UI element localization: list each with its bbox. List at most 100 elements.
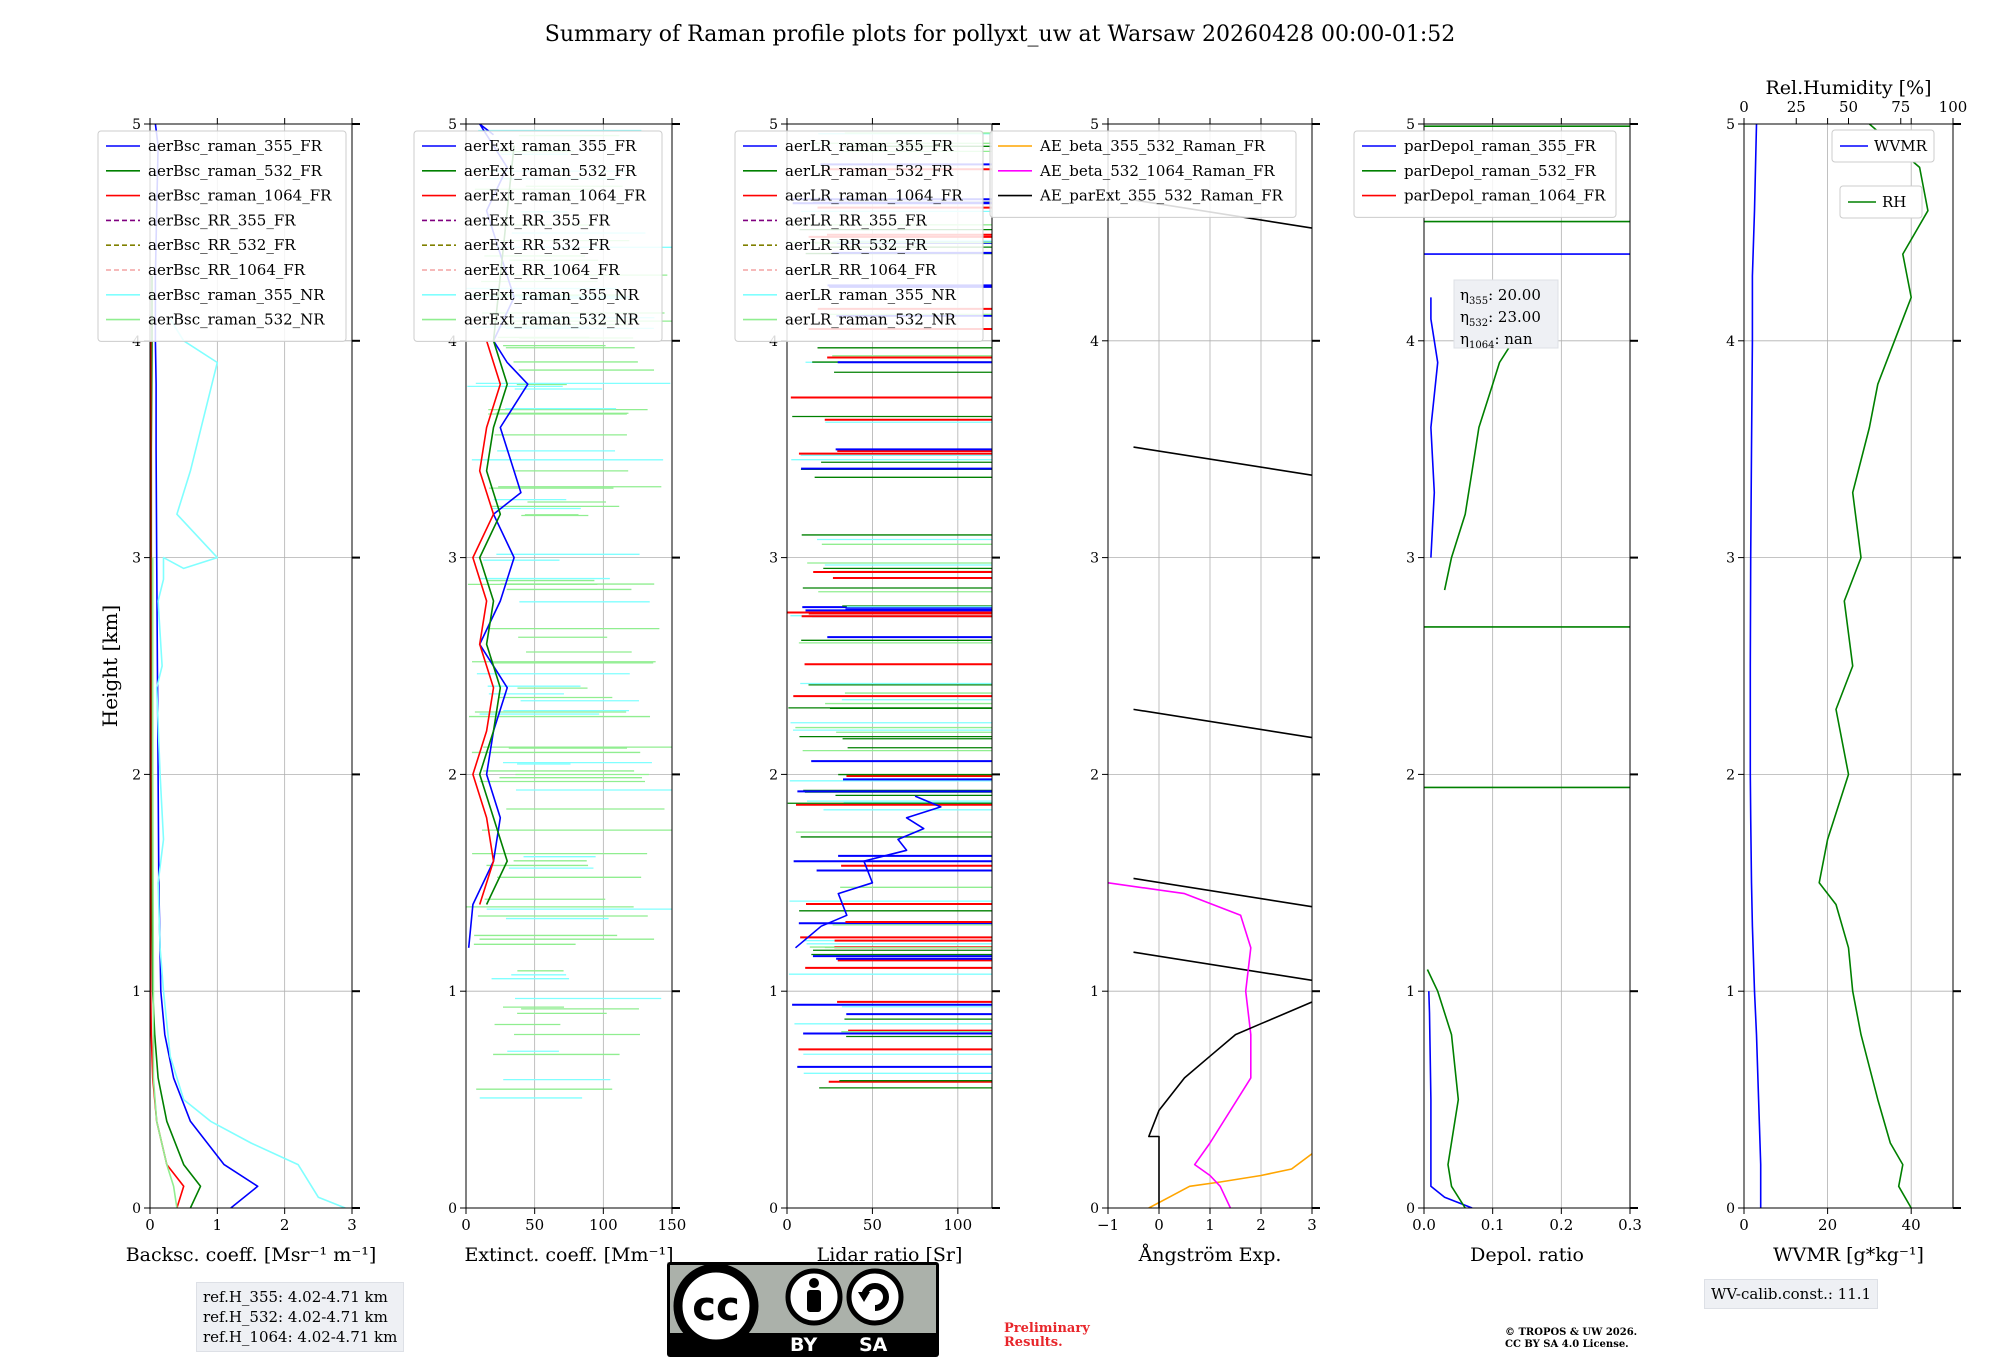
legend-label: aerBsc_RR_1064_FR [148, 261, 306, 279]
subplot-5: 0 1 2 3 4 5 0.0 0.1 0.2 0.3 Depol. ratio parDepol_r… [1353, 117, 1642, 1266]
y-tick-label: 2 [1726, 767, 1735, 783]
legend-label: aerBsc_RR_532_FR [148, 236, 296, 254]
legend-label: aerBsc_raman_355_NR [148, 286, 325, 304]
y-tick-label: 1 [769, 984, 778, 1000]
x-tick-label: 150 [658, 1216, 687, 1234]
top-x-tick-label: 25 [1787, 98, 1806, 116]
legend-2: aerExt_raman_355_FR aerExt_raman_532_FRae… [413, 130, 663, 342]
axes-frame [149, 123, 353, 1209]
plot-area-2 [466, 124, 672, 1208]
legend-label: aerLR_raman_355_NR [785, 286, 956, 304]
legend-1: aerBsc_raman_355_FR aerBsc_raman_532_FRae… [97, 130, 347, 342]
y-tick-label: 1 [1090, 984, 1099, 1000]
x-tick-label: 3 [347, 1216, 357, 1234]
legend-label: aerExt_RR_1064_FR [464, 261, 620, 279]
legend-label: aerLR_raman_355_FR [785, 137, 954, 155]
x-tick-label: 100 [944, 1216, 973, 1234]
series-parDepol_raman_532_FR [1443, 318, 1515, 591]
x-tick-label: 0 [1739, 1216, 1749, 1234]
axes-frame [465, 123, 673, 1209]
y-tick-label: 1 [1406, 984, 1415, 1000]
series-AE_beta_355_532_Raman_FR [1148, 1153, 1312, 1208]
legend-label: aerBsc_raman_1064_FR [148, 187, 332, 205]
axes-frame [1743, 123, 1954, 1209]
y-tick-label: 5 [448, 117, 457, 133]
legend-label: aerLR_RR_355_FR [785, 211, 927, 229]
series-aerExt_raman_532_FR [478, 145, 515, 905]
y-tick-label: 3 [1726, 551, 1735, 567]
legend-label: aerLR_raman_532_NR [785, 311, 956, 329]
figure-title: Summary of Raman profile plots for polly… [544, 22, 1456, 47]
y-tick-label: 3 [1090, 551, 1099, 567]
legend-label: aerExt_raman_532_NR [464, 311, 640, 329]
x-tick-label: 50 [525, 1216, 544, 1234]
y-tick-label: 1 [132, 984, 141, 1000]
series-aerLR_raman_355_FR [794, 795, 942, 949]
ae-segment [1133, 951, 1312, 982]
legend-label: aerExt_RR_532_FR [464, 236, 611, 254]
ae-segment [1133, 708, 1312, 739]
plot-area-6 [1744, 124, 1953, 1208]
y-tick-label: 0 [1090, 1201, 1099, 1217]
legend-frame [989, 130, 1297, 218]
top-x-axis-label: Rel.Humidity [%] [1765, 77, 1931, 99]
legend-frame [1831, 129, 1935, 163]
legend-label: aerLR_raman_1064_FR [785, 187, 963, 205]
x-axis-label: Depol. ratio [1470, 1244, 1584, 1266]
cc-badge-labels: BY SA [667, 1333, 939, 1357]
legend-label: aerLR_RR_1064_FR [785, 261, 937, 279]
top-x-tick-label: 75 [1891, 98, 1910, 116]
y-tick-label: 5 [1726, 117, 1735, 133]
cc-icon-text: cc [692, 1284, 739, 1330]
legend-frame [1839, 185, 1923, 219]
legend-frame [413, 130, 663, 342]
y-tick-label: 2 [132, 767, 141, 783]
x-axis-label: Ångström Exp. [1138, 1244, 1282, 1266]
legend-rh: RH [1839, 185, 1923, 219]
legend-label: WVMR [1874, 137, 1928, 155]
subplot-2: 012345050100150Extinct. coeff. [Mm⁻¹]aer… [413, 117, 687, 1266]
y-tick-label: 1 [1726, 984, 1735, 1000]
legend-label: aerBsc_raman_355_FR [148, 137, 323, 155]
sa-label: SA [859, 1334, 888, 1356]
y-tick-label: 0 [1406, 1201, 1415, 1217]
series-AE_beta_532_1064_Raman_FR [1108, 882, 1252, 1208]
legend-label: RH [1882, 193, 1906, 211]
preliminary-note: Preliminary Results. [1004, 1321, 1090, 1350]
legend-3: aerLR_raman_355_FR aerLR_raman_532_FR aerL… [734, 130, 984, 342]
y-tick-label: 0 [1726, 1201, 1735, 1217]
y-tick-label: 5 [132, 117, 141, 133]
series-parDepol_raman_355_FR [1430, 297, 1439, 558]
x-tick-label: 0.3 [1618, 1216, 1642, 1234]
top-x-tick-label: 100 [1939, 98, 1968, 116]
series-WVMR [1749, 124, 1762, 1208]
y-tick-label: 0 [448, 1201, 457, 1217]
y-axis-label: Height [km] [98, 605, 122, 727]
x-tick-label: 100 [589, 1216, 618, 1234]
legend-label: aerLR_raman_532_FR [785, 162, 954, 180]
x-tick-label: 2 [280, 1216, 290, 1234]
x-tick-label: 1 [1205, 1216, 1215, 1234]
y-tick-label: 4 [1406, 334, 1415, 350]
legend-frame [1353, 130, 1617, 218]
legend-label: aerExt_raman_532_FR [464, 162, 637, 180]
x-axis-label: Lidar ratio [Sr] [817, 1244, 963, 1266]
ref-height-1064: ref.H_1064: 4.02-4.71 km [203, 1328, 398, 1346]
y-tick-label: 2 [769, 767, 778, 783]
legend-label: aerExt_raman_355_NR [464, 286, 640, 304]
ref-height-355: ref.H_355: 4.02-4.71 km [203, 1288, 388, 1306]
x-tick-label: 1 [213, 1216, 223, 1234]
y-tick-label: 0 [132, 1201, 141, 1217]
legend-label: AE_beta_355_532_Raman_FR [1039, 137, 1266, 155]
ref-height-532: ref.H_532: 4.02-4.71 km [203, 1308, 388, 1326]
y-tick-label: 5 [1090, 117, 1099, 133]
top-x-tick-label: 0 [1739, 98, 1749, 116]
series-parDepol_raman_355_FR [1428, 991, 1473, 1208]
subplot-3: 012345050100Lidar ratio [Sr]aerLR_raman_… [734, 117, 1000, 1266]
y-tick-label: 2 [448, 767, 457, 783]
subplot-1: 0123450123Backsc. coeff. [Msr⁻¹ m⁻¹]aerB… [97, 117, 376, 1266]
y-tick-label: 3 [448, 551, 457, 567]
series-aerBsc_raman_532_NR [151, 557, 178, 1208]
ae-segment [1133, 446, 1312, 477]
